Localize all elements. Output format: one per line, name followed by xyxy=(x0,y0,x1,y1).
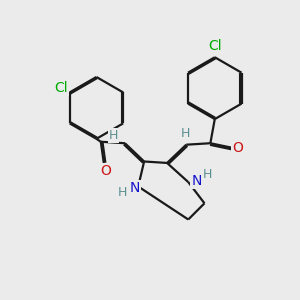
Text: N: N xyxy=(130,181,140,195)
Text: H: H xyxy=(118,186,128,199)
Text: H: H xyxy=(109,129,119,142)
Text: O: O xyxy=(100,164,111,178)
Text: Cl: Cl xyxy=(208,39,222,53)
Text: H: H xyxy=(203,168,212,181)
Text: Cl: Cl xyxy=(54,81,68,95)
Text: H: H xyxy=(181,127,190,140)
Text: N: N xyxy=(191,174,202,188)
Text: O: O xyxy=(232,141,244,154)
